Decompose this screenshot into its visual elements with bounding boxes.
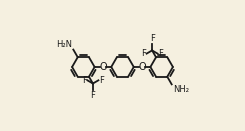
Text: NH₂: NH₂ (173, 85, 189, 94)
Text: F: F (141, 49, 146, 58)
Text: F: F (159, 49, 163, 58)
Text: O: O (138, 62, 146, 72)
Text: F: F (99, 76, 104, 85)
Text: F: F (82, 76, 86, 85)
Text: O: O (99, 62, 107, 72)
Text: F: F (90, 91, 95, 100)
Text: H₂N: H₂N (56, 40, 72, 49)
Text: F: F (150, 34, 155, 43)
